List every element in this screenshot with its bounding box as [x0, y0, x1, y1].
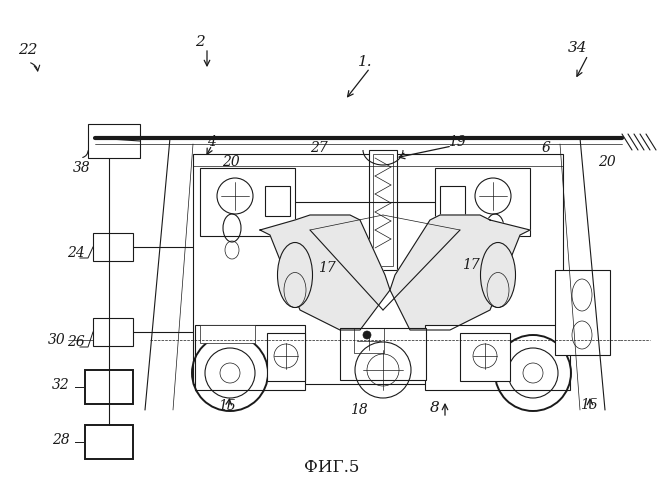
Bar [85, 370, 133, 404]
Text: 15: 15 [580, 398, 598, 412]
Bar [460, 333, 510, 381]
Text: 15: 15 [218, 399, 236, 413]
Text: 24: 24 [67, 246, 85, 260]
Ellipse shape [481, 242, 516, 308]
Text: 20: 20 [598, 155, 616, 169]
Bar [93, 318, 133, 346]
Text: 28: 28 [52, 433, 70, 447]
Bar [425, 325, 570, 390]
Polygon shape [390, 215, 530, 330]
Text: 22: 22 [18, 43, 38, 57]
Ellipse shape [278, 242, 312, 308]
Text: 32: 32 [52, 378, 70, 392]
Text: ФИГ.5: ФИГ.5 [304, 460, 359, 476]
Bar [93, 233, 133, 261]
Bar [354, 328, 384, 353]
Text: 17: 17 [462, 258, 480, 272]
Text: 20: 20 [222, 155, 240, 169]
Text: 18: 18 [350, 403, 368, 417]
Text: 8: 8 [430, 401, 440, 415]
Text: 6: 6 [542, 141, 551, 155]
Bar [88, 124, 140, 158]
Bar [200, 325, 255, 343]
Polygon shape [260, 215, 390, 330]
Text: 27: 27 [310, 141, 328, 155]
Bar [435, 168, 530, 236]
Bar [193, 154, 563, 384]
Text: 19: 19 [448, 135, 465, 149]
Bar [440, 186, 465, 216]
Bar [369, 150, 397, 270]
Bar [195, 325, 305, 390]
Text: 1.: 1. [358, 55, 373, 69]
Bar [340, 328, 426, 380]
Text: 30: 30 [48, 333, 66, 347]
Bar [373, 154, 393, 266]
Text: 4: 4 [207, 135, 216, 149]
Bar [555, 270, 610, 355]
Text: 38: 38 [73, 161, 91, 175]
Bar [200, 168, 295, 236]
Text: 2: 2 [195, 35, 205, 49]
Bar [265, 186, 290, 216]
Circle shape [363, 331, 371, 339]
Bar [85, 425, 133, 459]
Bar [267, 333, 305, 381]
Text: 26: 26 [67, 335, 85, 349]
Text: 17: 17 [318, 261, 335, 275]
Text: 34: 34 [568, 41, 587, 55]
